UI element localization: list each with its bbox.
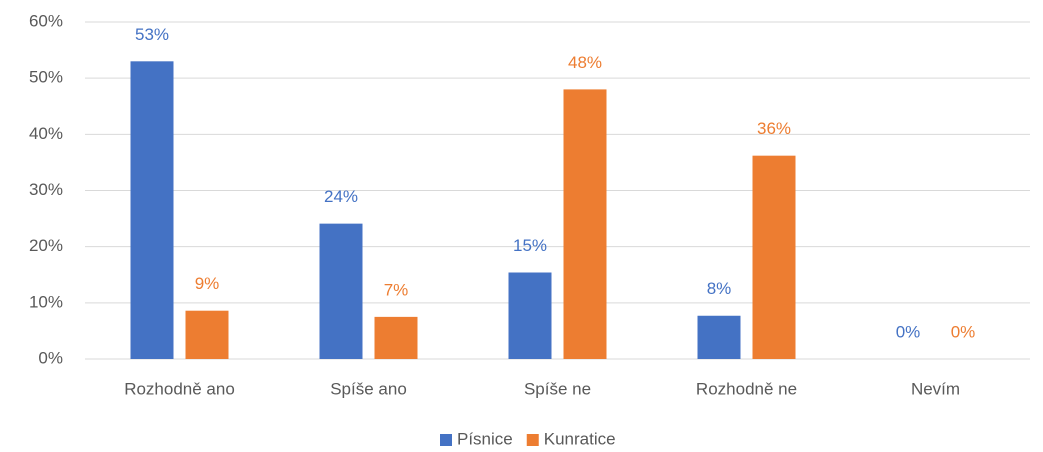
bar bbox=[185, 310, 229, 359]
y-tick-label: 20% bbox=[29, 236, 63, 255]
y-tick-label: 40% bbox=[29, 124, 63, 143]
data-label: 53% bbox=[135, 25, 169, 44]
y-tick-label: 30% bbox=[29, 180, 63, 199]
bar bbox=[563, 89, 607, 360]
legend-swatch bbox=[440, 434, 452, 446]
x-tick-label: Spíše ne bbox=[524, 379, 591, 398]
bar bbox=[508, 272, 552, 359]
bar bbox=[752, 155, 796, 359]
data-label: 24% bbox=[324, 187, 358, 206]
x-tick-label: Nevím bbox=[911, 379, 960, 398]
legend-label: Písnice bbox=[457, 429, 513, 448]
data-label: 0% bbox=[896, 322, 921, 341]
y-tick-label: 60% bbox=[29, 11, 63, 30]
x-tick-label: Spíše ano bbox=[330, 379, 407, 398]
data-label: 36% bbox=[757, 119, 791, 138]
legend-swatch bbox=[526, 434, 539, 446]
data-label: 9% bbox=[195, 274, 220, 293]
bar bbox=[697, 315, 741, 359]
bar bbox=[130, 61, 174, 360]
bar bbox=[319, 223, 363, 359]
y-tick-label: 10% bbox=[29, 292, 63, 311]
data-label: 8% bbox=[707, 279, 732, 298]
data-label: 7% bbox=[384, 280, 409, 299]
x-tick-label: Rozhodně ano bbox=[124, 379, 235, 398]
legend-label: Kunratice bbox=[544, 429, 616, 448]
y-tick-label: 50% bbox=[29, 68, 63, 87]
data-label: 0% bbox=[951, 322, 976, 341]
x-tick-label: Rozhodně ne bbox=[696, 379, 797, 398]
data-label: 48% bbox=[568, 53, 602, 72]
y-tick-label: 0% bbox=[38, 348, 63, 367]
bar bbox=[374, 316, 418, 359]
data-label: 15% bbox=[513, 236, 547, 255]
